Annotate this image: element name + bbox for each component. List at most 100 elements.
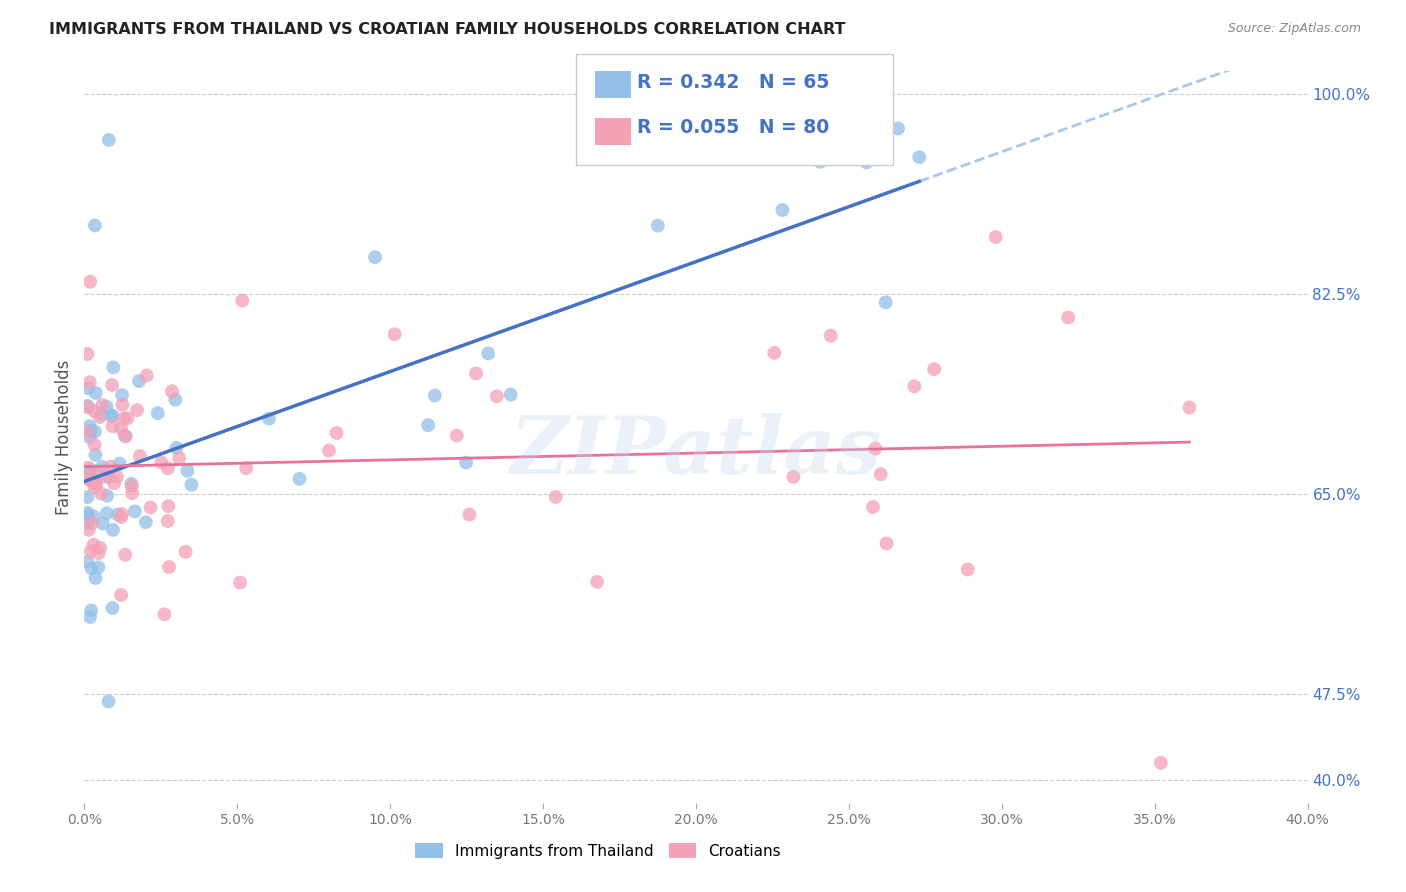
Point <box>96 400 118 414</box>
Point <box>83 475 105 489</box>
Point <box>110 510 132 524</box>
Point <box>110 588 132 602</box>
Point <box>176 464 198 478</box>
Point <box>112 411 135 425</box>
Point <box>89 541 111 555</box>
Point <box>76 399 98 413</box>
Point <box>782 470 804 484</box>
Point <box>922 362 945 376</box>
Point <box>80 544 103 558</box>
Point <box>110 421 132 435</box>
Point <box>83 438 105 452</box>
Point <box>129 449 152 463</box>
Point <box>96 489 118 503</box>
Point <box>76 347 98 361</box>
Point <box>288 472 311 486</box>
Point <box>647 219 669 233</box>
Legend: Immigrants from Thailand, Croatians: Immigrants from Thailand, Croatians <box>409 837 787 864</box>
Point <box>83 509 105 524</box>
Point <box>157 560 180 574</box>
Point <box>862 500 884 514</box>
Point <box>77 523 100 537</box>
Point <box>956 562 979 576</box>
Point <box>165 392 187 407</box>
Point <box>318 443 340 458</box>
Point <box>1057 310 1080 325</box>
Point <box>157 499 180 513</box>
Point <box>458 508 481 522</box>
Point <box>83 538 105 552</box>
Point <box>229 575 252 590</box>
Point <box>83 404 105 418</box>
Point <box>76 555 98 569</box>
Point <box>1178 401 1201 415</box>
Point <box>180 477 202 491</box>
Point <box>79 430 101 444</box>
Point <box>77 464 100 478</box>
Point <box>96 506 118 520</box>
Point <box>808 154 831 169</box>
Point <box>87 546 110 560</box>
Y-axis label: Family Households: Family Households <box>55 359 73 515</box>
Point <box>120 476 142 491</box>
Point <box>108 457 131 471</box>
Point <box>485 389 508 403</box>
Point <box>83 425 105 439</box>
Point <box>79 467 101 481</box>
Point <box>97 694 120 708</box>
Point <box>855 155 877 169</box>
Point <box>111 388 134 402</box>
Point <box>146 406 169 420</box>
Text: R = 0.342   N = 65: R = 0.342 N = 65 <box>637 72 830 92</box>
Point <box>84 448 107 462</box>
Point <box>124 504 146 518</box>
Point <box>423 388 446 402</box>
Point <box>167 451 190 466</box>
Point <box>101 523 124 537</box>
Point <box>231 293 253 308</box>
Point <box>160 384 183 399</box>
Point <box>79 419 101 434</box>
Point <box>80 516 103 530</box>
Point <box>772 202 794 217</box>
Point <box>77 460 100 475</box>
Point <box>763 346 786 360</box>
Point <box>101 419 124 434</box>
Point <box>91 459 114 474</box>
Point <box>135 368 157 383</box>
Point <box>121 479 143 493</box>
Point <box>103 476 125 491</box>
Point <box>257 411 280 425</box>
Point <box>76 401 98 415</box>
Point <box>446 428 468 442</box>
Text: R = 0.055   N = 80: R = 0.055 N = 80 <box>637 118 830 137</box>
Point <box>89 465 111 479</box>
Point <box>454 456 477 470</box>
Point <box>156 514 179 528</box>
Point <box>499 387 522 401</box>
Point <box>90 486 112 500</box>
Point <box>150 456 173 470</box>
Point <box>876 536 898 550</box>
Point <box>79 275 101 289</box>
Point <box>76 425 98 440</box>
Point <box>84 571 107 585</box>
Point <box>76 490 98 504</box>
Point <box>79 375 101 389</box>
Point <box>79 424 101 438</box>
Point <box>121 486 143 500</box>
Point <box>544 490 567 504</box>
Point <box>384 327 406 342</box>
Point <box>77 381 100 395</box>
Point <box>103 360 125 375</box>
Point <box>90 408 112 422</box>
Point <box>128 374 150 388</box>
Point <box>865 442 887 456</box>
Point <box>114 428 136 442</box>
Point <box>91 516 114 531</box>
Point <box>984 230 1007 244</box>
Point <box>908 150 931 164</box>
Point <box>76 472 98 486</box>
Point <box>477 346 499 360</box>
Point <box>117 411 139 425</box>
